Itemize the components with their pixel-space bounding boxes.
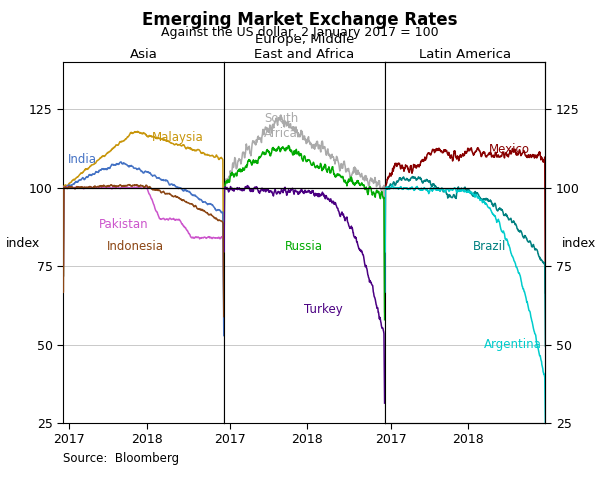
Text: Source:  Bloomberg: Source: Bloomberg	[63, 452, 179, 465]
Text: India: India	[68, 152, 97, 165]
Text: Brazil: Brazil	[473, 240, 506, 253]
Title: Latin America: Latin America	[419, 48, 511, 61]
Title: Europe, Middle
East and Africa: Europe, Middle East and Africa	[254, 33, 355, 61]
Text: Malaysia: Malaysia	[151, 130, 203, 143]
Text: Turkey: Turkey	[304, 303, 343, 316]
Text: Argentina: Argentina	[484, 338, 542, 351]
Text: Against the US dollar, 2 January 2017 = 100: Against the US dollar, 2 January 2017 = …	[161, 26, 439, 39]
Text: South
Africa: South Africa	[264, 112, 298, 141]
Text: Pakistan: Pakistan	[98, 218, 148, 231]
Text: index: index	[6, 237, 40, 250]
Text: Indonesia: Indonesia	[106, 240, 163, 253]
Title: Asia: Asia	[130, 48, 157, 61]
Text: Russia: Russia	[285, 240, 323, 253]
Text: index: index	[562, 237, 596, 250]
Text: Emerging Market Exchange Rates: Emerging Market Exchange Rates	[142, 11, 458, 29]
Text: Mexico: Mexico	[489, 143, 530, 156]
